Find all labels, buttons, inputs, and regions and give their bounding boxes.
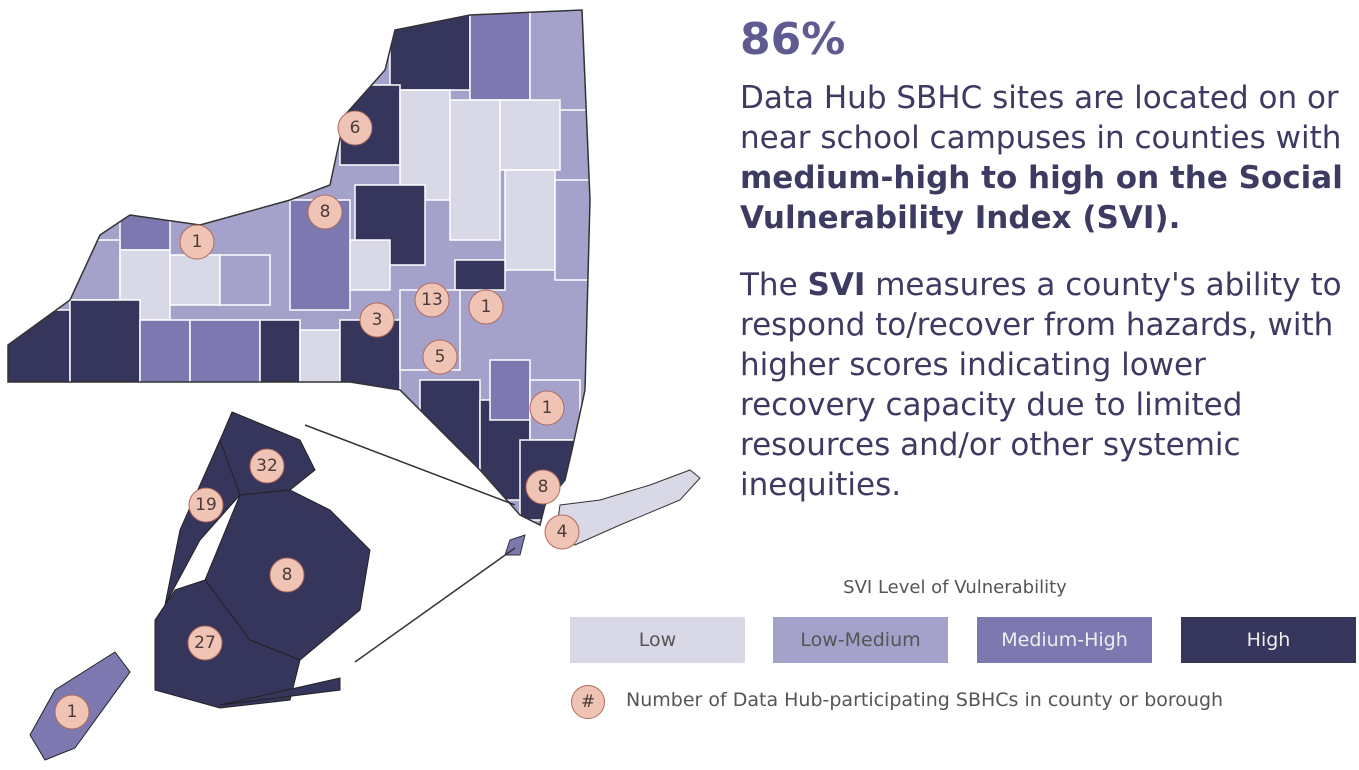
marker-label: 8 <box>282 565 293 585</box>
marker-label: 6 <box>350 118 361 138</box>
marker <box>269 557 305 593</box>
marker-symbol: # <box>571 685 605 719</box>
legend-item: Low <box>570 617 745 663</box>
marker-label: 1 <box>481 297 492 317</box>
marker-label: 5 <box>435 347 446 367</box>
rockaway <box>219 677 341 706</box>
marker-label: 13 <box>421 290 443 310</box>
marker <box>529 390 565 426</box>
text: The <box>740 267 808 303</box>
marker-label: 8 <box>320 202 331 222</box>
connector <box>354 547 516 663</box>
paragraph: The SVI measures a county's ability to r… <box>740 265 1350 505</box>
marker <box>422 339 458 375</box>
marker <box>188 487 224 523</box>
legend-item: Medium-High <box>977 617 1152 663</box>
paragraph: Data Hub SBHC sites are located on or ne… <box>740 78 1350 238</box>
legend-item: Low-Medium <box>773 617 948 663</box>
marker-label: 27 <box>194 633 216 653</box>
bold-text: SVI <box>807 267 866 303</box>
legend-title: SVI Level of Vulnerability <box>843 577 1067 598</box>
marker-label: 32 <box>256 456 278 476</box>
text: measures a county's ability to respond t… <box>740 267 1342 503</box>
marker <box>187 625 223 661</box>
marker <box>307 194 343 230</box>
connector <box>304 424 516 506</box>
marker <box>414 282 450 318</box>
marker-label: 3 <box>372 310 383 330</box>
marker-note: Number of Data Hub-participating SBHCs i… <box>626 689 1224 711</box>
marker-label: 4 <box>557 522 568 542</box>
state-outline <box>7 9 591 527</box>
staten-island-small <box>504 534 526 556</box>
marker-label: 1 <box>542 398 553 418</box>
marker <box>337 110 373 146</box>
marker-label: 8 <box>538 477 549 497</box>
marker-label: 19 <box>195 495 217 515</box>
marker <box>525 469 561 505</box>
headline: 86% <box>740 14 846 65</box>
borough-manhattan <box>164 438 241 606</box>
marker <box>249 448 285 484</box>
legend-item: High <box>1181 617 1356 663</box>
bold-text: medium-high to high on the Social Vulner… <box>740 160 1343 236</box>
marker <box>179 224 215 260</box>
marker <box>544 514 580 550</box>
borough-brooklyn <box>154 579 301 709</box>
marker <box>359 302 395 338</box>
text: Data Hub SBHC sites are located on or ne… <box>740 80 1342 156</box>
marker-label: 1 <box>192 232 203 252</box>
marker <box>54 694 90 730</box>
marker-label: 1 <box>67 702 78 722</box>
marker <box>468 289 504 325</box>
